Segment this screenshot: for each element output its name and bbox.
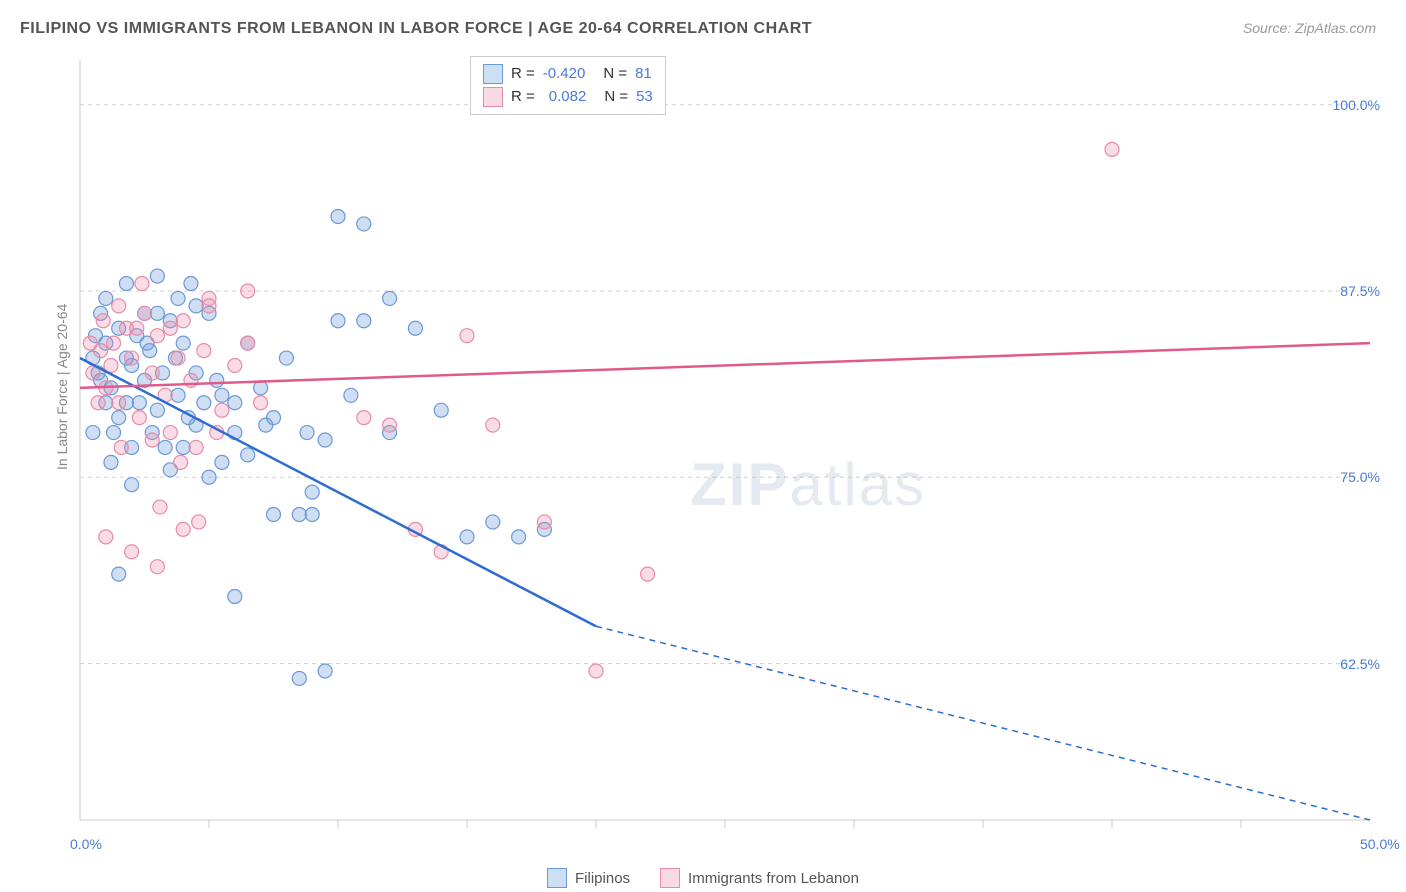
- legend-item-lebanon: Immigrants from Lebanon: [660, 868, 859, 888]
- bottom-legend: Filipinos Immigrants from Lebanon: [547, 868, 859, 888]
- scatter-chart-svg: [50, 50, 1380, 840]
- stats-row-2: R = 0.082 N = 53: [483, 86, 653, 109]
- legend-square-lebanon-icon: [483, 87, 503, 107]
- stat-r-value-1: -0.420: [543, 63, 586, 86]
- stats-row-1: R = -0.420 N = 81: [483, 63, 653, 86]
- source-attribution: Source: ZipAtlas.com: [1243, 20, 1376, 36]
- stat-r-value-2: 0.082: [549, 86, 587, 109]
- watermark-zip: ZIP: [690, 451, 789, 518]
- y-tick-label: 62.5%: [1300, 656, 1380, 672]
- stat-r-label-2: R =: [511, 86, 535, 109]
- stat-n-label-1: N =: [603, 63, 627, 86]
- chart-area: In Labor Force | Age 20-64 ZIPatlas R = …: [50, 50, 1380, 840]
- legend-lebanon-icon: [660, 868, 680, 888]
- legend-filipinos-label: Filipinos: [575, 870, 630, 887]
- y-tick-label: 75.0%: [1300, 469, 1380, 485]
- stat-r-label-1: R =: [511, 63, 535, 86]
- chart-title: FILIPINO VS IMMIGRANTS FROM LEBANON IN L…: [20, 20, 812, 38]
- stat-n-value-1: 81: [635, 63, 652, 86]
- stat-n-value-2: 53: [636, 86, 653, 109]
- legend-square-filipinos-icon: [483, 64, 503, 84]
- x-tick-label: 50.0%: [1360, 836, 1400, 852]
- stat-n-label-2: N =: [604, 86, 628, 109]
- legend-lebanon-label: Immigrants from Lebanon: [688, 870, 859, 887]
- y-tick-label: 87.5%: [1300, 283, 1380, 299]
- watermark: ZIPatlas: [690, 450, 926, 519]
- stats-legend-box: R = -0.420 N = 81 R = 0.082 N = 53: [470, 56, 666, 115]
- y-tick-label: 100.0%: [1300, 97, 1380, 113]
- legend-filipinos-icon: [547, 868, 567, 888]
- legend-item-filipinos: Filipinos: [547, 868, 630, 888]
- chart-container: FILIPINO VS IMMIGRANTS FROM LEBANON IN L…: [0, 0, 1406, 892]
- x-tick-label: 0.0%: [70, 836, 102, 852]
- watermark-atlas: atlas: [789, 451, 926, 518]
